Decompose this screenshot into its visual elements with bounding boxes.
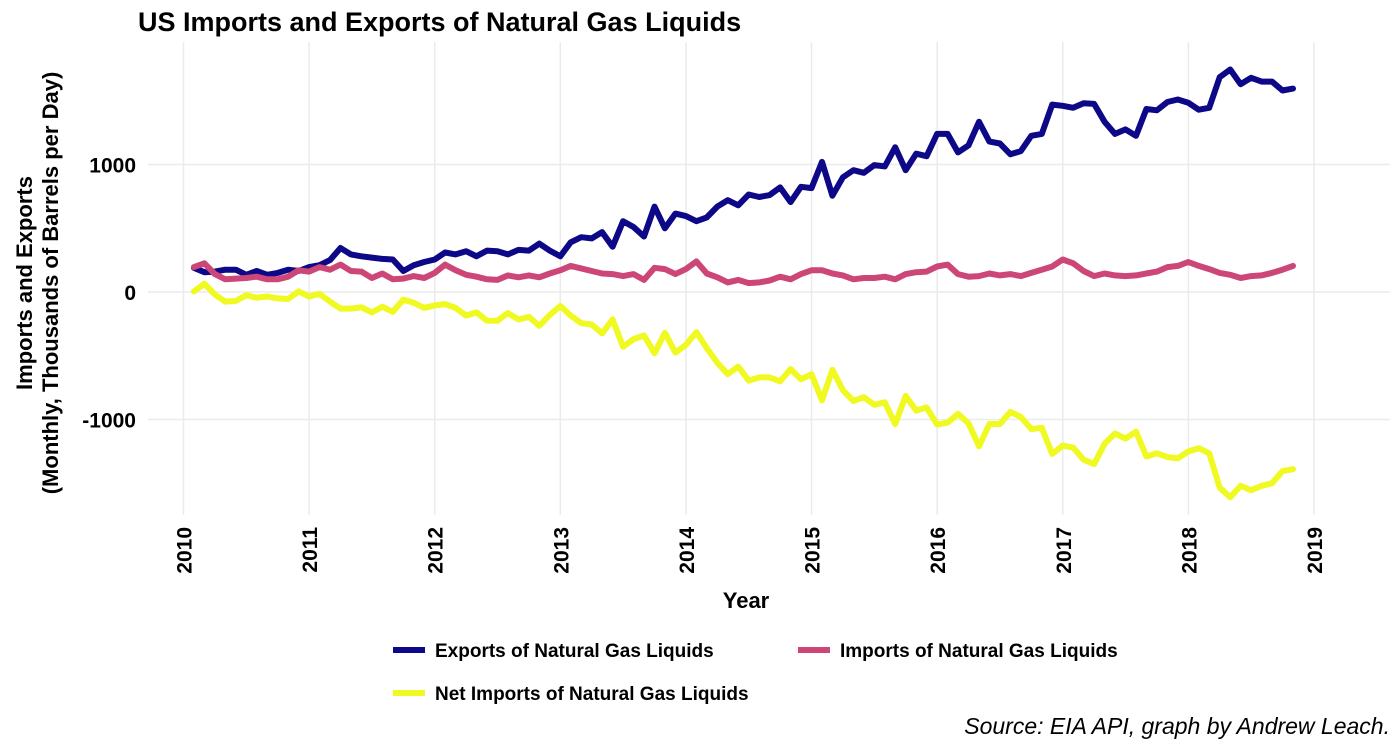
x-tick-label: 2011 [299,527,322,573]
source-caption: Source: EIA API, graph by Andrew Leach. [964,713,1390,739]
x-axis-title: Year [723,588,770,613]
legend-label: Imports of Natural Gas Liquids [840,641,1118,662]
y-tick-label: 1000 [89,155,136,178]
y-axis-ticks: -1000 0 1000 [82,155,136,433]
y-axis-title: Imports and Exports (Monthly, Thousands … [12,72,63,495]
y-tick-label: -1000 [82,410,136,433]
legend: Exports of Natural Gas Liquids Imports of… [393,641,1118,705]
x-tick-label: 2012 [425,527,448,574]
x-tick-label: 2014 [676,527,699,574]
legend-label: Net Imports of Natural Gas Liquids [435,684,749,705]
chart-title: US Imports and Exports of Natural Gas Li… [138,7,741,37]
x-tick-label: 2010 [174,527,197,574]
series-line [190,280,1296,501]
x-tick-label: 2019 [1304,527,1327,574]
series-line [190,256,1296,287]
y-axis-title-line2: (Monthly, Thousands of Barrels per Day) [38,72,63,495]
x-axis-ticks: 2010 2011 2012 2013 2014 2015 2016 2017 2018 2019 [174,527,1328,574]
y-tick-label: 0 [124,282,136,305]
series-line [190,66,1296,278]
series-lines [190,66,1296,501]
x-tick-label: 2015 [802,527,825,574]
gridlines [148,42,1390,515]
x-tick-label: 2017 [1053,527,1076,574]
x-tick-label: 2016 [927,527,950,574]
x-tick-label: 2018 [1178,527,1201,574]
legend-label: Exports of Natural Gas Liquids [435,641,714,662]
y-axis-title-line1: Imports and Exports [12,176,37,390]
x-tick-label: 2013 [550,527,573,574]
